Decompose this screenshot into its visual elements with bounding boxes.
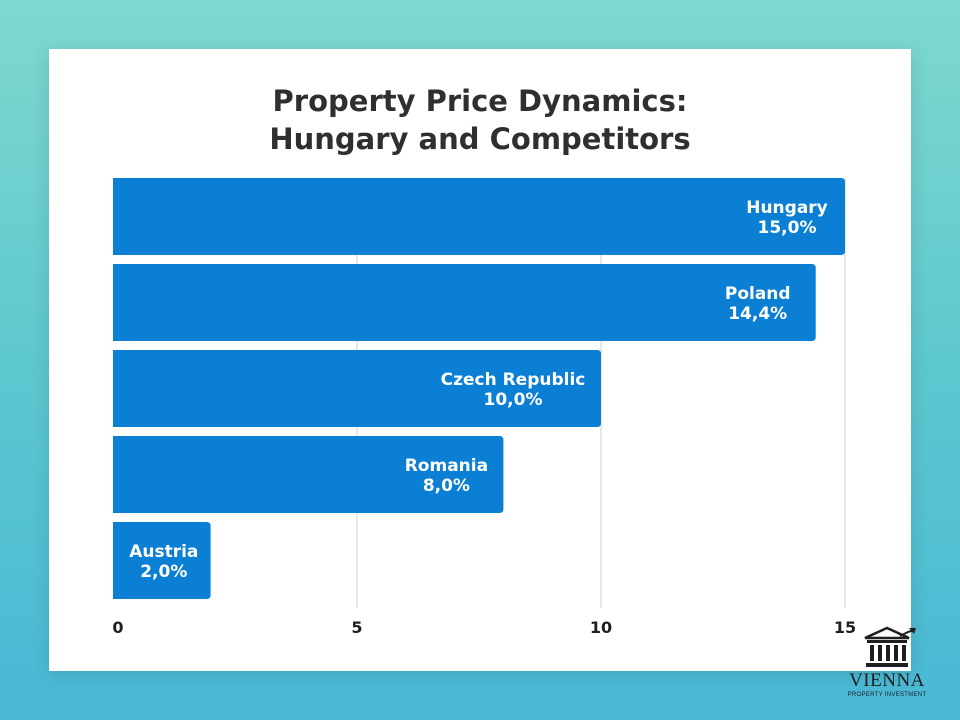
bar-value-label: 10,0%: [484, 390, 543, 410]
chart-title-line-2: Hungary and Competitors: [269, 122, 691, 156]
brand-logo: VIENNA PROPERTY INVESTMENT: [842, 626, 932, 704]
bar-czech-republic: [113, 350, 601, 427]
bar-category-label: Czech Republic: [441, 370, 586, 390]
bar-category-label: Poland: [725, 284, 791, 304]
bar-austria: [113, 522, 211, 599]
building-growth-icon: [864, 626, 916, 667]
bar-romania: [113, 436, 504, 513]
x-tick-label: 0: [112, 618, 123, 637]
bar-value-label: 2,0%: [140, 562, 187, 582]
bar-poland: [113, 264, 816, 341]
bar-value-label: 15,0%: [758, 218, 817, 238]
brand-tagline: PROPERTY INVESTMENT: [847, 692, 927, 698]
x-tick-label: 10: [590, 618, 612, 637]
x-tick-label: 15: [834, 618, 856, 637]
x-tick-label: 5: [351, 618, 362, 637]
chart-title: Property Price Dynamics: Hungary and Com…: [0, 82, 960, 158]
bar-category-label: Romania: [405, 456, 488, 476]
bar-category-label: Hungary: [746, 198, 828, 218]
bar-value-label: 8,0%: [423, 476, 470, 496]
brand-name: VIENNA: [849, 670, 925, 691]
bar-category-label: Austria: [129, 542, 198, 562]
bar-value-label: 14,4%: [728, 304, 787, 324]
bar-hungary: [113, 178, 845, 255]
chart-title-line-1: Property Price Dynamics:: [272, 84, 688, 118]
